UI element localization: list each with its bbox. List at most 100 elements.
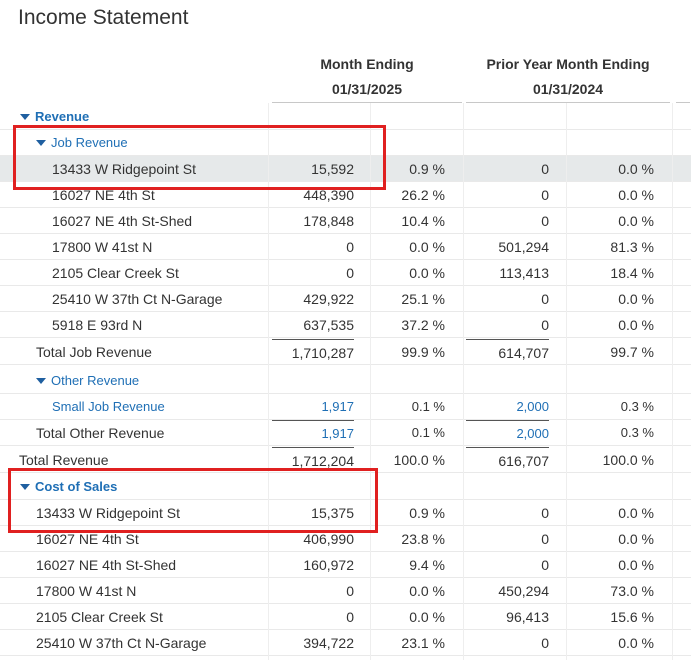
row-prior-value: 0 bbox=[541, 213, 549, 229]
section-cost-of-sales-toggle[interactable]: Cost of Sales bbox=[20, 474, 117, 500]
row-prior-value: 0 bbox=[541, 187, 549, 203]
row-prior-value: 501,294 bbox=[498, 239, 549, 255]
row-prior-value: 96,413 bbox=[506, 609, 549, 625]
header-underline-current bbox=[272, 102, 462, 103]
table-row[interactable]: 5918 E 93rd N 637,535 37.2 % 0 0.0 % bbox=[0, 312, 691, 338]
row-label: Total Other Revenue bbox=[36, 425, 165, 441]
table-row[interactable]: 25410 W 37th Ct N-Garage 394,722 23.1 % … bbox=[0, 630, 691, 656]
row-prior-value: 0 bbox=[541, 505, 549, 521]
collapse-triangle-icon bbox=[36, 377, 46, 384]
row-current-percent: 0.0 % bbox=[409, 265, 445, 281]
row-label: 16027 NE 4th St-Shed bbox=[52, 213, 193, 229]
row-current-percent: 0.9 % bbox=[409, 161, 445, 177]
group-row-job-revenue: Job Revenue bbox=[0, 130, 691, 156]
group-job-revenue-label: Job Revenue bbox=[51, 135, 128, 150]
row-current-percent: 25.1 % bbox=[401, 291, 445, 307]
row-prior-percent: 100.0 % bbox=[602, 452, 654, 468]
col-month-ending-date: 01/31/2025 bbox=[331, 81, 403, 97]
header-underline-prior bbox=[466, 102, 670, 103]
table-row[interactable]: 13433 W Ridgepoint St 15,375 0.9 % 0 0.0… bbox=[0, 500, 691, 526]
row-current-percent: 37.2 % bbox=[401, 317, 445, 333]
row-prior-value: 0 bbox=[541, 635, 549, 651]
row-label: 2105 Clear Creek St bbox=[52, 265, 179, 281]
row-label: 17800 W 41st N bbox=[36, 583, 137, 599]
row-label: 16027 NE 4th St bbox=[36, 531, 139, 547]
collapse-triangle-icon bbox=[36, 139, 46, 146]
total-row-other-revenue[interactable]: Total Other Revenue 1,917 0.1 % 2,000 0.… bbox=[0, 420, 691, 446]
row-prior-percent: 0.0 % bbox=[618, 635, 654, 651]
row-current-value: 0 bbox=[346, 239, 354, 255]
row-current-percent: 0.9 % bbox=[409, 505, 445, 521]
header-underline-extra bbox=[676, 102, 690, 103]
row-prior-percent: 0.0 % bbox=[618, 557, 654, 573]
row-label: 16027 NE 4th St bbox=[52, 187, 155, 203]
table-row[interactable]: 2105 Clear Creek St 0 0.0 % 96,413 15.6 … bbox=[0, 604, 691, 630]
column-separator bbox=[566, 103, 567, 660]
column-separator bbox=[463, 103, 464, 660]
col-prior-year-title: Prior Year Month Ending bbox=[486, 56, 650, 72]
row-current-value: 0 bbox=[346, 609, 354, 625]
row-current-value: 15,592 bbox=[311, 161, 354, 177]
section-revenue-toggle[interactable]: Revenue bbox=[20, 103, 89, 130]
total-row-job-revenue[interactable]: Total Job Revenue 1,710,287 99.9 % 614,7… bbox=[0, 339, 691, 365]
group-other-revenue-toggle[interactable]: Other Revenue bbox=[36, 368, 139, 394]
group-row-other-revenue: Other Revenue bbox=[0, 368, 691, 394]
row-prior-value-link[interactable]: 2,000 bbox=[516, 399, 549, 414]
table-row[interactable]: 16027 NE 4th St-Shed 160,972 9.4 % 0 0.0… bbox=[0, 552, 691, 578]
row-current-value-link[interactable]: 1,917 bbox=[272, 420, 354, 447]
table-row[interactable]: 25410 W 37th Ct N-Garage 429,922 25.1 % … bbox=[0, 286, 691, 312]
row-prior-value: 0 bbox=[541, 291, 549, 307]
col-prior-year-date: 01/31/2024 bbox=[532, 81, 604, 97]
row-prior-value: 614,707 bbox=[466, 339, 549, 366]
group-job-revenue-toggle[interactable]: Job Revenue bbox=[36, 130, 128, 156]
row-prior-value: 0 bbox=[541, 557, 549, 573]
row-current-value: 406,990 bbox=[303, 531, 354, 547]
row-current-percent: 100.0 % bbox=[393, 452, 445, 468]
row-prior-percent: 73.0 % bbox=[610, 583, 654, 599]
row-current-value: 1,710,287 bbox=[272, 339, 354, 366]
row-current-percent: 10.4 % bbox=[401, 213, 445, 229]
row-label: 16027 NE 4th St-Shed bbox=[36, 557, 177, 573]
table-row[interactable]: 17800 W 41st N 0 0.0 % 501,294 81.3 % bbox=[0, 234, 691, 260]
row-prior-percent: 0.0 % bbox=[618, 213, 654, 229]
section-row-revenue: Revenue bbox=[0, 103, 691, 130]
page-title: Income Statement bbox=[18, 6, 189, 29]
table-row[interactable]: 13433 W Ridgepoint St 15,592 0.9 % 0 0.0… bbox=[0, 156, 691, 182]
row-current-percent: 0.1 % bbox=[411, 425, 445, 440]
table-row[interactable]: 16027 NE 4th St-Shed 178,848 10.4 % 0 0.… bbox=[0, 208, 691, 234]
row-current-value: 160,972 bbox=[303, 557, 354, 573]
row-prior-value: 616,707 bbox=[466, 447, 549, 474]
row-label: 13433 W Ridgepoint St bbox=[36, 505, 180, 521]
row-prior-value: 113,413 bbox=[499, 265, 549, 281]
row-current-value: 15,375 bbox=[311, 505, 354, 521]
row-prior-percent: 15.6 % bbox=[610, 609, 654, 625]
collapse-triangle-icon bbox=[20, 483, 30, 490]
column-separator bbox=[370, 103, 371, 660]
row-current-value: 178,848 bbox=[303, 213, 354, 229]
table-row[interactable]: 2105 Clear Creek St 0 0.0 % 113,413 18.4… bbox=[0, 260, 691, 286]
row-prior-percent: 0.3 % bbox=[620, 399, 654, 414]
column-separator bbox=[268, 103, 269, 660]
row-label: 5918 E 93rd N bbox=[52, 317, 143, 333]
section-row-cost-of-sales: Cost of Sales bbox=[0, 474, 691, 500]
column-separator bbox=[672, 103, 673, 660]
row-current-percent: 0.1 % bbox=[411, 399, 445, 414]
row-prior-value-link[interactable]: 2,000 bbox=[466, 420, 549, 447]
row-current-percent: 0.0 % bbox=[409, 239, 445, 255]
table-row[interactable]: Small Job Revenue 1,917 0.1 % 2,000 0.3 … bbox=[0, 394, 691, 420]
row-prior-value: 450,294 bbox=[498, 583, 549, 599]
total-row-revenue[interactable]: Total Revenue 1,712,204 100.0 % 616,707 … bbox=[0, 447, 691, 473]
row-current-value: 448,390 bbox=[303, 187, 354, 203]
row-prior-percent: 0.0 % bbox=[618, 505, 654, 521]
row-current-value-link[interactable]: 1,917 bbox=[321, 399, 354, 414]
row-label-link[interactable]: Small Job Revenue bbox=[52, 399, 165, 414]
table-row[interactable]: 16027 NE 4th St 406,990 23.8 % 0 0.0 % bbox=[0, 526, 691, 552]
row-label: 2105 Clear Creek St bbox=[36, 609, 163, 625]
row-prior-percent: 0.0 % bbox=[618, 161, 654, 177]
table-row[interactable]: 17800 W 41st N 0 0.0 % 450,294 73.0 % bbox=[0, 578, 691, 604]
table-row[interactable]: 16027 NE 4th St 448,390 26.2 % 0 0.0 % bbox=[0, 182, 691, 208]
row-prior-percent: 0.0 % bbox=[618, 291, 654, 307]
row-current-percent: 23.8 % bbox=[401, 531, 445, 547]
row-current-value: 394,722 bbox=[303, 635, 354, 651]
row-prior-percent: 18.4 % bbox=[610, 265, 654, 281]
